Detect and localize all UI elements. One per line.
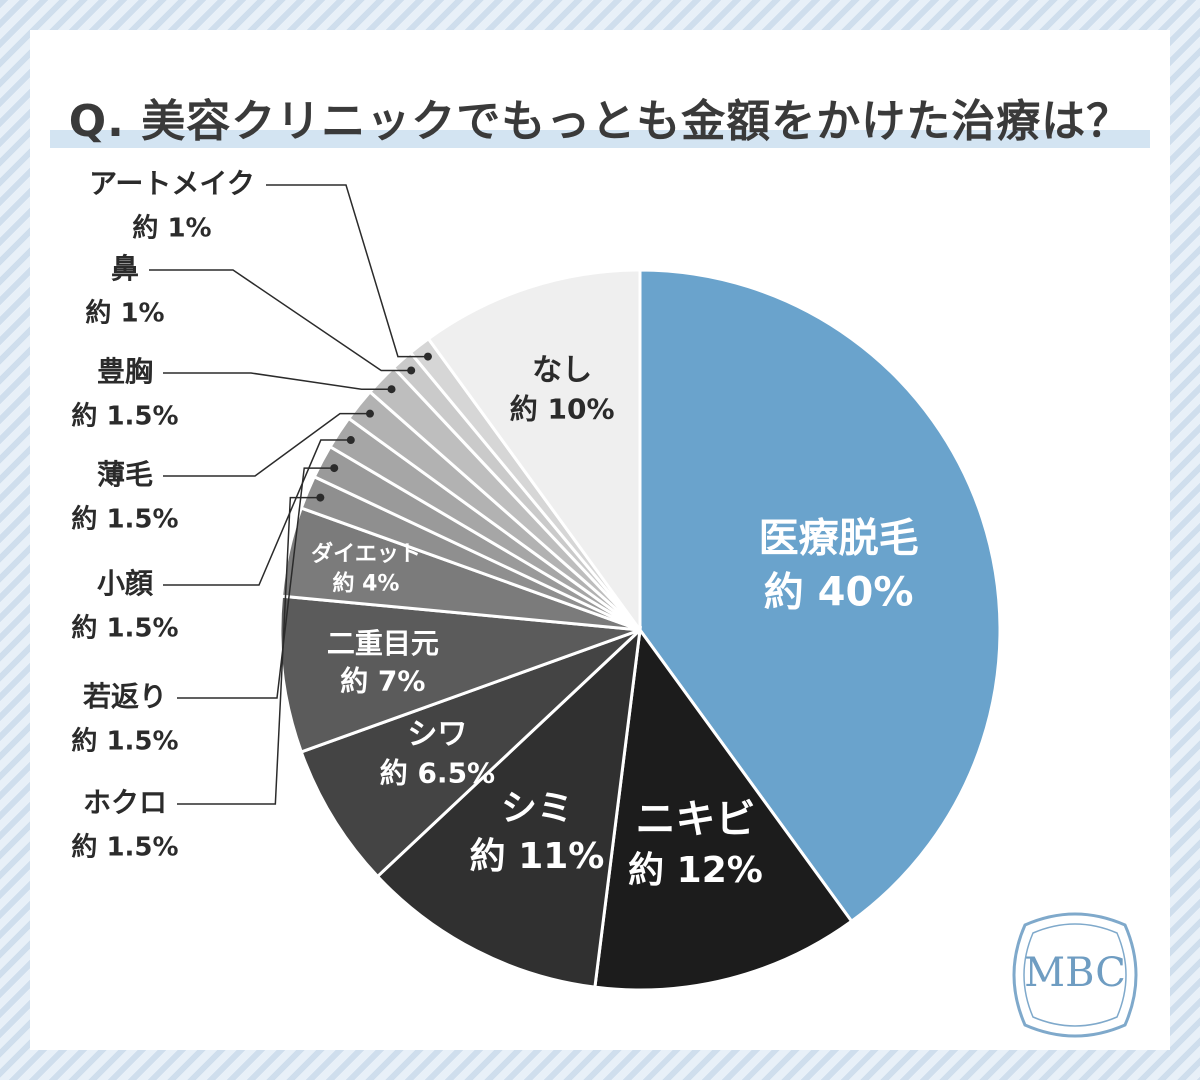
- leader-line-8: [163, 439, 351, 586]
- leader-dot-10: [387, 385, 396, 394]
- leader-dot-11: [407, 366, 416, 375]
- ext-pct-7: 約 1.5%: [71, 726, 178, 757]
- ext-label-6: ホクロ: [83, 786, 167, 819]
- pie-slice-3: [299, 628, 642, 879]
- slice-label-3: シワ: [407, 717, 467, 752]
- slice-pct-5: 約 4%: [332, 571, 399, 597]
- logo-badge-inner: [1023, 923, 1127, 1027]
- slice-label-0: 医療脱毛: [759, 516, 919, 562]
- leader-dot-9: [365, 409, 374, 418]
- slice-label-13: なし: [532, 353, 592, 388]
- leader-dot-7: [330, 464, 339, 473]
- ext-label-7: 若返り: [83, 680, 167, 713]
- pie-slice-4: [278, 594, 641, 754]
- leader-dot-6: [316, 493, 325, 502]
- ext-label-11: 鼻: [111, 252, 139, 285]
- ext-pct-11: 約 1%: [85, 298, 164, 329]
- slice-label-2: シミ: [501, 788, 573, 829]
- slice-pct-0: 約 40%: [764, 569, 914, 615]
- slice-label-4: 二重目元: [327, 627, 439, 660]
- slice-pct-13: 約 10%: [510, 392, 615, 425]
- leader-line-10: [163, 372, 392, 390]
- ext-label-8: 小顔: [97, 567, 154, 600]
- pie-slice-0: [638, 268, 1002, 924]
- slice-label-1: ニキビ: [636, 796, 756, 842]
- ext-label-10: 豊胸: [97, 355, 153, 388]
- logo-text: MBC: [1024, 950, 1126, 996]
- mbc-logo: MBC: [1012, 912, 1138, 1038]
- ext-pct-9: 約 1.5%: [71, 504, 178, 535]
- leader-line-9: [163, 412, 370, 477]
- ext-pct-10: 約 1.5%: [71, 401, 178, 432]
- slice-pct-4: 約 7%: [340, 665, 425, 698]
- ext-pct-8: 約 1.5%: [71, 613, 178, 644]
- slice-pct-3: 約 6.5%: [380, 756, 495, 789]
- title-underline: [50, 130, 1150, 148]
- ext-pct-6: 約 1.5%: [71, 832, 178, 863]
- slice-pct-1: 約 12%: [628, 850, 763, 891]
- pie-slice-2: [375, 626, 643, 989]
- slice-pct-2: 約 11%: [470, 836, 605, 877]
- leader-dot-12: [423, 352, 432, 361]
- leader-lines: [149, 184, 432, 805]
- leader-line-11: [149, 269, 412, 372]
- ext-label-12: アートメイク: [89, 167, 255, 200]
- slice-label-5: ダイエット: [311, 541, 421, 567]
- logo-badge-outer: [1012, 912, 1138, 1038]
- ext-pct-12: 約 1%: [132, 213, 211, 244]
- chart-title: Q. 美容クリニックでもっとも金額をかけた治療は？: [68, 96, 1132, 147]
- ext-label-9: 薄毛: [97, 458, 153, 491]
- leader-dot-8: [346, 436, 355, 445]
- leader-line-7: [177, 467, 335, 699]
- pie-slices: [278, 268, 1002, 992]
- pie-slice-1: [593, 626, 854, 992]
- pie-slice-13: [426, 268, 642, 635]
- leader-line-12: [266, 184, 428, 358]
